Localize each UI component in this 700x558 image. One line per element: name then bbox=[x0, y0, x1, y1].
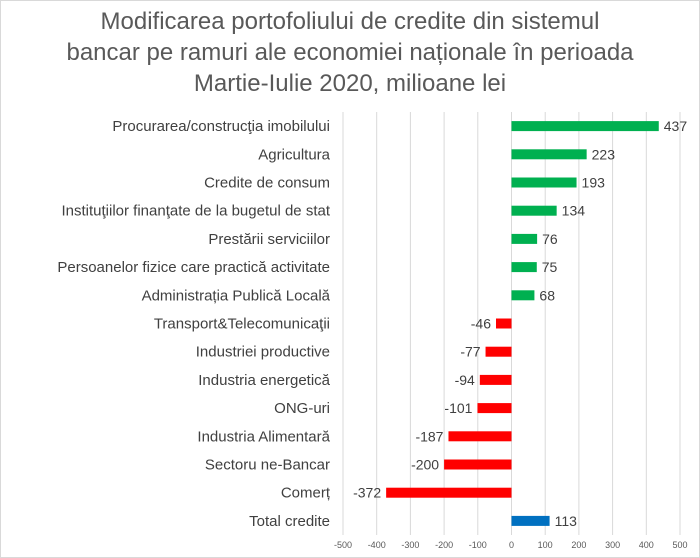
bar bbox=[511, 290, 535, 301]
data-label: 75 bbox=[542, 259, 558, 275]
chart-title-line-1: Modificarea portofoliului de credite din… bbox=[100, 8, 600, 35]
x-tick-label: 300 bbox=[605, 540, 620, 550]
bar bbox=[448, 431, 512, 442]
x-tick-label: 100 bbox=[538, 540, 553, 550]
bar bbox=[386, 487, 512, 498]
category-label: Credite de consum bbox=[204, 175, 330, 192]
category-label: Administrația Publică Locală bbox=[142, 287, 331, 304]
data-label: 437 bbox=[664, 118, 688, 134]
category-label: Industria energetică bbox=[198, 372, 330, 389]
x-tick-label: -300 bbox=[401, 540, 419, 550]
data-label: -372 bbox=[353, 485, 381, 501]
bar bbox=[511, 515, 550, 526]
bar bbox=[511, 149, 587, 160]
data-label: 113 bbox=[555, 513, 578, 529]
category-label: Total credite bbox=[249, 513, 330, 530]
category-label: Sectoru ne-Bancar bbox=[205, 457, 330, 474]
x-tick-label: -200 bbox=[435, 540, 453, 550]
category-label: Comerț bbox=[281, 485, 331, 502]
data-label: 193 bbox=[582, 175, 606, 191]
x-tick-label: -500 bbox=[334, 540, 352, 550]
data-label: 76 bbox=[542, 231, 558, 247]
data-label: -200 bbox=[411, 457, 439, 473]
x-tick-label: -100 bbox=[469, 540, 487, 550]
bar bbox=[511, 233, 538, 244]
data-label: 223 bbox=[592, 146, 616, 162]
bar bbox=[485, 346, 512, 357]
x-tick-label: -400 bbox=[368, 540, 386, 550]
bar bbox=[511, 205, 557, 216]
bar bbox=[444, 459, 512, 470]
chart-title-line-3: Martie-Iulie 2020, milioane lei bbox=[193, 70, 507, 97]
x-tick-label: 0 bbox=[509, 540, 514, 550]
category-label: Procurarea/construcţia imobilului bbox=[112, 118, 330, 135]
category-label: Transport&Telecomunicaţii bbox=[154, 316, 330, 333]
category-label: Instituţiilor finanţate de la bugetul de… bbox=[61, 203, 330, 220]
data-label: -187 bbox=[415, 428, 443, 444]
category-label: Persoanelor fizice care practică activit… bbox=[57, 259, 330, 276]
bar bbox=[479, 374, 512, 385]
bar bbox=[477, 403, 512, 414]
category-label: ONG-uri bbox=[274, 400, 330, 417]
category-label: Prestării serviciilor bbox=[208, 231, 330, 248]
bar bbox=[511, 121, 659, 132]
x-tick-label: 400 bbox=[639, 540, 654, 550]
data-label: -94 bbox=[455, 372, 475, 388]
bar bbox=[511, 262, 537, 273]
chart-title-line-2: bancar pe ramuri ale economiei naționale… bbox=[66, 39, 634, 66]
data-label: 134 bbox=[562, 203, 586, 219]
category-label: Industria Alimentară bbox=[197, 428, 330, 445]
data-label: -77 bbox=[460, 344, 480, 360]
x-tick-label: 500 bbox=[672, 540, 687, 550]
data-label: 68 bbox=[539, 287, 555, 303]
category-label: Agricultura bbox=[258, 146, 330, 163]
chart-title: Modificarea portofoliului de credite din… bbox=[0, 6, 700, 99]
bar bbox=[495, 318, 512, 329]
x-tick-label: 200 bbox=[571, 540, 586, 550]
data-label: -101 bbox=[444, 400, 472, 416]
data-label: -46 bbox=[471, 316, 491, 332]
category-label: Industriei productive bbox=[196, 344, 330, 361]
bar bbox=[511, 177, 577, 188]
